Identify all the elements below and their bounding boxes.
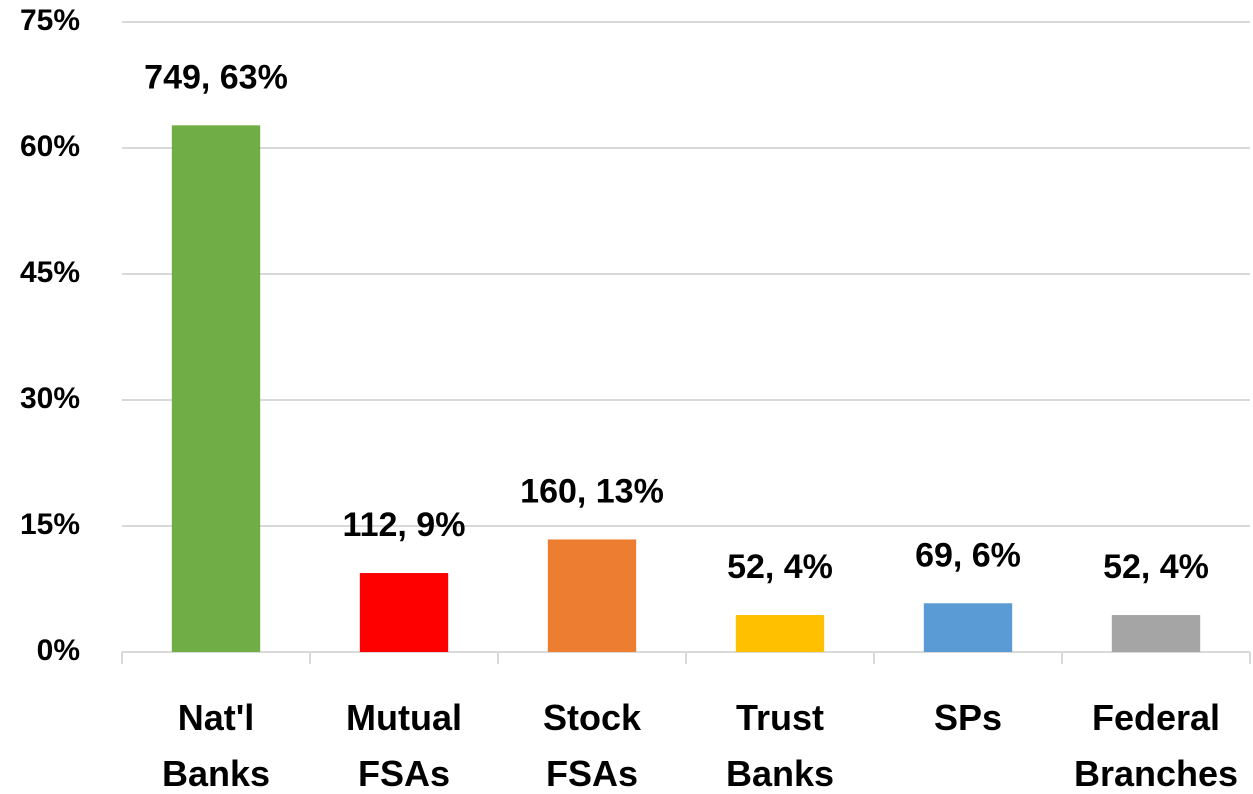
x-tick-label-line: Trust <box>736 697 824 738</box>
data-label: 52, 4% <box>727 548 833 586</box>
y-tick-label: 60% <box>20 130 80 163</box>
data-label: 52, 4% <box>1103 548 1209 586</box>
x-tick-label-line: Mutual <box>346 697 462 738</box>
bar <box>923 603 1013 652</box>
y-tick-label: 15% <box>20 508 80 541</box>
y-tick-label: 75% <box>20 4 80 37</box>
x-tick-label-line: FSAs <box>546 753 638 794</box>
x-tick-label-line: Branches <box>1074 753 1238 794</box>
x-tick-label: Stock FSAs <box>543 697 642 794</box>
x-tick-label-line: FSAs <box>358 753 450 794</box>
y-tick-label: 30% <box>20 382 80 415</box>
data-label: 69, 6% <box>915 536 1021 574</box>
x-tick-label: Nat'l Banks <box>162 697 270 794</box>
x-tick-label-line: Banks <box>726 753 834 794</box>
x-tick-label: Trust Banks <box>726 697 834 794</box>
bar <box>171 125 261 652</box>
x-tick-label-line: Nat'l <box>178 697 255 738</box>
bar <box>359 573 449 652</box>
data-label: 749, 63% <box>144 58 288 96</box>
x-tick-label: Federal Branches <box>1074 697 1238 794</box>
x-tick-label: Mutual FSAs <box>346 697 462 794</box>
x-tick-label-line: Stock <box>543 697 642 738</box>
bar <box>1111 615 1201 652</box>
bar <box>547 539 637 652</box>
bar <box>735 615 825 652</box>
x-tick-label-line: Banks <box>162 753 270 794</box>
data-label: 112, 9% <box>343 506 466 544</box>
y-tick-label: 45% <box>20 256 80 289</box>
data-label: 160, 13% <box>520 472 664 510</box>
x-tick-label-line: SPs <box>934 697 1002 738</box>
x-tick-label-line: Federal <box>1092 697 1220 738</box>
y-tick-label: 0% <box>37 634 80 667</box>
x-tick-label: SPs <box>934 697 1002 738</box>
